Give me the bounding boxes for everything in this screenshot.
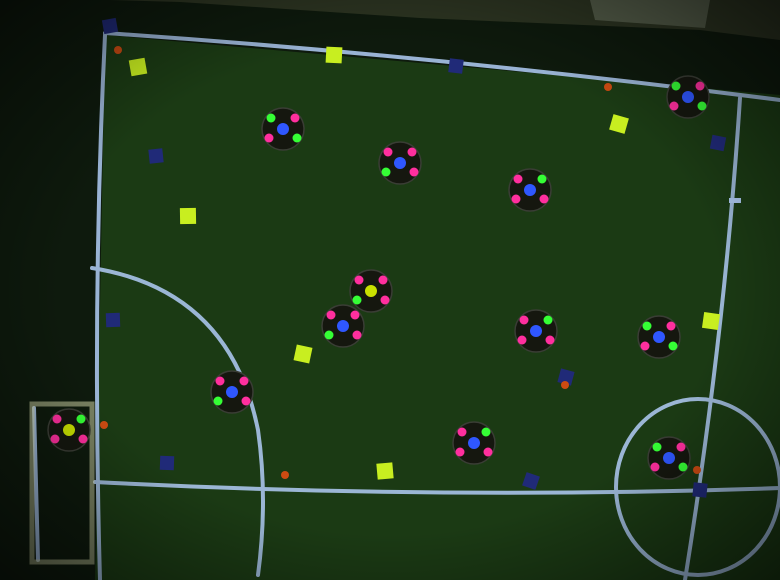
robot-soccer-field-photo xyxy=(0,0,780,580)
vignette xyxy=(0,0,780,580)
